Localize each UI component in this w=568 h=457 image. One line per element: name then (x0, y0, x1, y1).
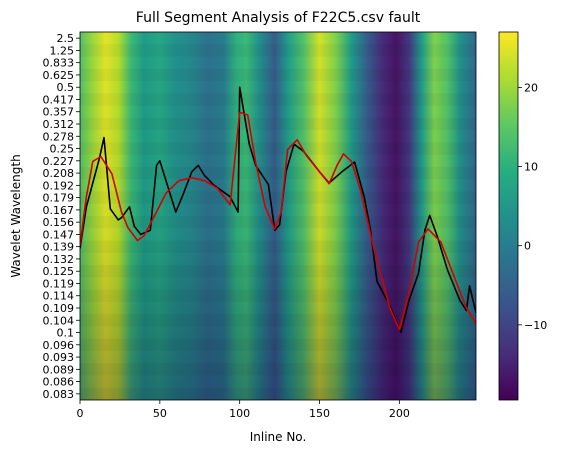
heatmap-row-band (80, 142, 476, 154)
y-tick-label: 0.139 (43, 241, 75, 254)
y-tick-label: 0.278 (43, 130, 75, 143)
heatmap-row-band (80, 363, 476, 375)
colorbar: −10 0 10 20 (498, 31, 547, 401)
y-tick-label: 0.089 (43, 363, 75, 376)
x-tick-label: 0 (77, 407, 84, 420)
heatmap-row-band (80, 191, 476, 203)
series-line-red (80, 111, 476, 331)
y-tick-label: 0.109 (43, 302, 75, 315)
y-tick-label: 0.156 (43, 216, 75, 229)
x-tick-label: 200 (389, 407, 410, 420)
y-tick-label: 0.179 (43, 192, 75, 205)
heatmap-row-band (80, 167, 476, 179)
y-tick-label: 0.096 (43, 339, 75, 352)
x-axis: 0 50 100 150 200 (77, 400, 410, 420)
y-tick-label: 1.25 (50, 44, 75, 57)
series-line-black (80, 86, 476, 334)
y-tick-label: 0.125 (43, 265, 75, 278)
colorbar-gradient (498, 31, 519, 401)
y-tick-label: 0.5 (57, 81, 75, 94)
heatmap-row-band (80, 44, 476, 56)
y-tick-label: 0.147 (43, 228, 75, 241)
y-tick-label: 0.312 (43, 118, 75, 131)
heatmap-row-band (80, 314, 476, 326)
heatmap-area (80, 32, 476, 400)
heatmap-vertical-shading (80, 32, 476, 400)
plot-frame (79, 31, 477, 401)
y-tick-label: 0.192 (43, 179, 75, 192)
heatmap-row-band (80, 265, 476, 277)
colorbar-ticks: −10 0 10 20 (518, 81, 547, 332)
x-tick-label: 100 (229, 407, 250, 420)
colorbar-tick-label: −10 (524, 319, 547, 332)
y-tick-label: 0.114 (43, 290, 75, 303)
x-axis-label: Inline No. (250, 430, 307, 444)
y-tick-label: 0.132 (43, 253, 75, 266)
y-tick-label: 0.208 (43, 167, 75, 180)
heatmap-row-band (80, 118, 476, 130)
heatmap-row-band (80, 388, 476, 400)
y-tick-label: 0.083 (43, 388, 75, 401)
heatmap-row-band (80, 69, 476, 81)
y-tick-label: 0.093 (43, 351, 75, 364)
heatmap-row-band (80, 93, 476, 105)
y-axis: 2.51.250.8330.6250.50.4170.3570.3120.278… (43, 32, 80, 401)
y-axis-label: Wavelet Wavelength (9, 154, 23, 277)
colorbar-tick-label: 20 (524, 81, 538, 94)
y-tick-label: 0.1 (57, 327, 75, 340)
chart-title: Full Segment Analysis of F22C5.csv fault (136, 10, 421, 26)
heatmap-row-band (80, 290, 476, 302)
series-layer (80, 86, 476, 334)
y-tick-label: 0.119 (43, 277, 75, 290)
y-tick-label: 2.5 (57, 32, 75, 45)
y-tick-label: 0.167 (43, 204, 75, 217)
x-tick-label: 50 (153, 407, 167, 420)
y-tick-label: 0.227 (43, 155, 75, 168)
y-tick-label: 0.357 (43, 106, 75, 119)
heatmap-row-band (80, 339, 476, 351)
y-tick-label: 0.25 (50, 143, 75, 156)
colorbar-tick-label: 10 (524, 161, 538, 174)
y-tick-label: 0.625 (43, 69, 75, 82)
y-tick-label: 0.086 (43, 376, 75, 389)
x-tick-label: 150 (309, 407, 330, 420)
y-tick-label: 0.417 (43, 93, 75, 106)
colorbar-tick-label: 0 (524, 240, 531, 253)
y-tick-label: 0.833 (43, 57, 75, 70)
y-tick-label: 0.104 (43, 314, 75, 327)
